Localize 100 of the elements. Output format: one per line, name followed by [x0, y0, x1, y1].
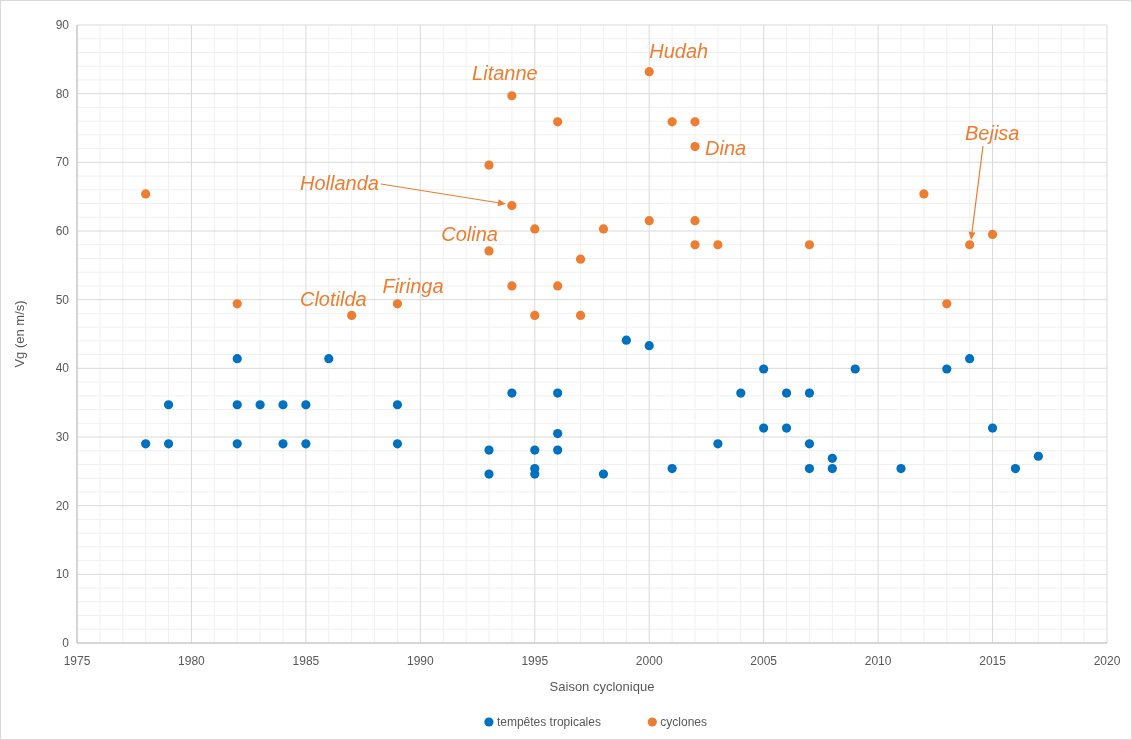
point — [804, 240, 815, 250]
point — [804, 439, 815, 449]
point — [507, 200, 517, 211]
point — [896, 463, 906, 474]
point — [530, 445, 540, 455]
point — [484, 445, 494, 455]
point — [141, 189, 151, 199]
x-tick-label: 1990 — [406, 654, 434, 668]
point — [644, 67, 654, 77]
point — [575, 310, 586, 321]
point — [324, 354, 334, 364]
point — [919, 189, 929, 199]
y-tick-label: 20 — [55, 498, 70, 513]
point — [507, 91, 517, 101]
point — [644, 216, 654, 226]
x-tick-label: 2020 — [1093, 654, 1121, 668]
y-tick-label: 30 — [55, 430, 70, 444]
point — [278, 400, 288, 410]
y-tick-label: 40 — [55, 361, 70, 376]
point — [713, 439, 723, 449]
point — [644, 341, 654, 351]
x-tick-label: 1980 — [178, 654, 206, 668]
x-tick-label: 2000 — [635, 654, 663, 668]
point — [553, 445, 563, 455]
point — [850, 364, 860, 374]
y-tick-label: 60 — [55, 224, 70, 238]
point — [255, 400, 265, 410]
point — [598, 224, 609, 234]
point — [827, 453, 837, 463]
point — [598, 469, 609, 479]
point — [278, 439, 288, 449]
point — [759, 364, 769, 374]
point — [484, 160, 494, 170]
point — [484, 469, 494, 479]
y-tick-label: 0 — [62, 636, 70, 650]
annotation: Bejisa — [965, 122, 1020, 144]
legend-label: cyclones — [660, 715, 707, 729]
point — [575, 254, 586, 264]
x-tick-label: 1995 — [521, 654, 549, 668]
x-axis-title: Saison cyclonique — [549, 679, 655, 694]
point — [232, 400, 242, 410]
y-tick-label: 50 — [55, 292, 70, 307]
y-tick-label: 90 — [55, 18, 70, 32]
point — [553, 281, 563, 291]
point — [942, 364, 952, 374]
point — [965, 240, 975, 250]
x-tick-label: 2005 — [750, 654, 778, 668]
point — [232, 354, 242, 364]
x-tick-label: 2015 — [979, 654, 1007, 668]
annotation: Dina — [705, 136, 747, 159]
point — [804, 463, 815, 474]
point — [163, 439, 174, 449]
y-tick-label: 70 — [55, 155, 70, 170]
x-tick-label: 2010 — [864, 654, 892, 668]
point — [163, 400, 174, 410]
y-tick-label: 80 — [55, 86, 70, 101]
x-tick-label: 1975 — [63, 654, 91, 668]
point — [965, 354, 975, 364]
point — [141, 439, 151, 449]
point — [621, 335, 631, 345]
annotation: Hollanda — [300, 172, 379, 194]
point — [759, 423, 769, 433]
point — [987, 229, 998, 240]
point — [690, 216, 700, 226]
point — [667, 117, 677, 127]
point — [553, 388, 563, 398]
point — [301, 439, 311, 449]
point — [553, 428, 563, 439]
point — [781, 388, 792, 398]
point — [827, 463, 837, 474]
annotation: Hudah — [649, 39, 709, 62]
point — [392, 400, 403, 410]
point — [507, 388, 517, 398]
point — [301, 400, 311, 410]
point — [232, 439, 242, 449]
annotation: Colina — [441, 222, 498, 245]
y-tick-label: 10 — [55, 567, 70, 582]
point — [690, 240, 700, 250]
point — [1010, 463, 1021, 474]
point — [781, 423, 792, 433]
point — [553, 117, 563, 127]
point — [690, 141, 700, 152]
point — [804, 388, 815, 398]
point — [713, 240, 723, 250]
point — [1033, 451, 1043, 461]
point — [667, 463, 677, 474]
point — [392, 299, 403, 309]
point — [392, 439, 403, 449]
point — [530, 224, 540, 234]
point — [347, 310, 357, 321]
point — [232, 299, 242, 309]
point — [530, 310, 540, 321]
point — [942, 299, 952, 309]
x-tick-label: 1985 — [292, 654, 320, 668]
annotation: Firinga — [382, 274, 444, 297]
point — [484, 246, 494, 256]
point — [690, 117, 700, 127]
legend-label: tempêtes tropicales — [496, 715, 601, 729]
point — [987, 423, 998, 433]
y-axis-title: Vg (en m/s) — [12, 300, 27, 368]
